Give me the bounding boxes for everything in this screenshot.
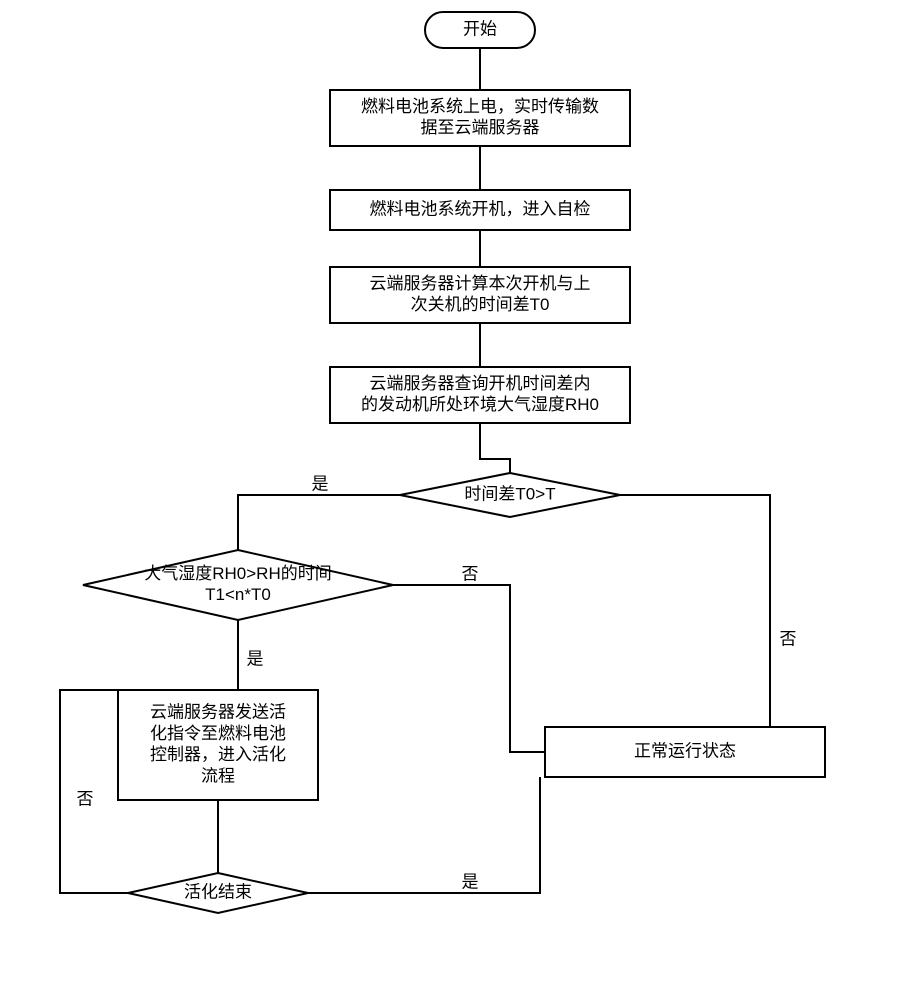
node-step5-text: 流程 <box>201 766 235 785</box>
edge-8-label: 是 <box>247 649 264 668</box>
node-step4-text: 云端服务器查询开机时间差内 <box>370 374 591 393</box>
node-step2: 燃料电池系统开机，进入自检 <box>330 190 630 230</box>
edge-5: 是 <box>238 474 400 550</box>
node-step2-text: 燃料电池系统开机，进入自检 <box>370 199 591 218</box>
node-step1-text: 据至云端服务器 <box>421 118 540 137</box>
node-start-text: 开始 <box>463 19 497 38</box>
node-step5: 云端服务器发送活化指令至燃料电池控制器，进入活化流程 <box>118 690 318 800</box>
edge-11-label: 否 <box>77 789 94 808</box>
node-step3-text: 云端服务器计算本次开机与上 <box>370 274 591 293</box>
node-dec2: 大气湿度RH0>RH的时间 T1<n*T0 <box>83 550 393 620</box>
node-step3: 云端服务器计算本次开机与上次关机的时间差T0 <box>330 267 630 323</box>
edge-7-label: 否 <box>462 564 479 583</box>
node-step5-text: 控制器，进入活化 <box>150 745 286 764</box>
edge-6-label: 否 <box>780 629 797 648</box>
edge-6: 否 <box>620 495 797 727</box>
node-dec1: 时间差T0>T <box>400 473 620 517</box>
node-step5-text: 化指令至燃料电池 <box>150 724 286 743</box>
node-step4: 云端服务器查询开机时间差内的发动机所处环境大气湿度RH0 <box>330 367 630 423</box>
edge-8: 是 <box>218 620 264 690</box>
node-start: 开始 <box>425 12 535 48</box>
node-dec2-text: 大气湿度RH0>RH的时间 <box>144 564 332 583</box>
edge-5-label: 是 <box>312 474 329 493</box>
edge-10-label: 是 <box>462 872 479 891</box>
edge-7: 否 <box>393 564 545 752</box>
node-step5-text: 云端服务器发送活 <box>150 703 286 722</box>
node-dec1-text: 时间差T0>T <box>464 484 555 503</box>
node-step4-text: 的发动机所处环境大气湿度RH0 <box>361 395 599 414</box>
edge-10: 是 <box>308 777 540 893</box>
node-dec3: 活化结束 <box>128 873 308 913</box>
node-dec3-text: 活化结束 <box>184 882 252 901</box>
node-step3-text: 次关机的时间差T0 <box>411 295 550 314</box>
node-normal: 正常运行状态 <box>545 727 825 777</box>
edge-4 <box>480 423 510 473</box>
node-step1-text: 燃料电池系统上电，实时传输数 <box>361 97 599 116</box>
node-normal-text: 正常运行状态 <box>634 741 736 760</box>
node-dec2-text: T1<n*T0 <box>205 585 271 604</box>
node-step1: 燃料电池系统上电，实时传输数据至云端服务器 <box>330 90 630 146</box>
